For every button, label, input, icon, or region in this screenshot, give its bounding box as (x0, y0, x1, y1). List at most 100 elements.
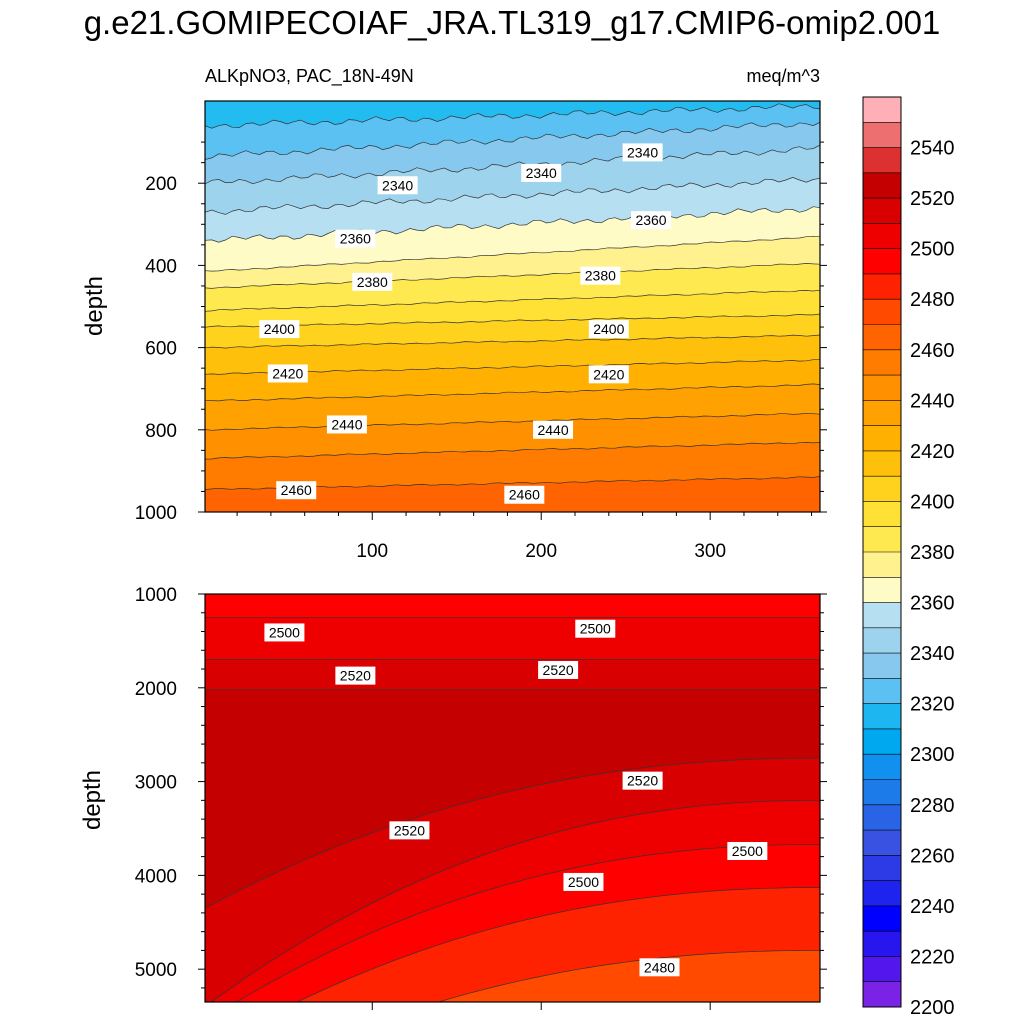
y-axis-title-bottom: depth (79, 770, 106, 830)
contour-label-text: 2520 (627, 773, 658, 789)
y-tick-label: 800 (145, 421, 177, 442)
contour-label-bottom-0: 2500 (264, 623, 305, 642)
colorbar-label: 2380 (910, 542, 955, 564)
colorbar-label: 2240 (910, 896, 955, 918)
contour-label-box (335, 229, 376, 248)
deep-fill-2475 (438, 950, 820, 1002)
contour-line-2390 (205, 289, 820, 312)
colorbar-bin (863, 223, 901, 250)
colorbar-bin (863, 754, 901, 780)
contour-label-box (389, 821, 430, 840)
colorbar-bin (863, 981, 901, 1008)
contour-label-bottom-4: 2520 (622, 771, 663, 790)
colorbar-bin (863, 476, 901, 502)
contour-label-top-14: 2460 (504, 485, 545, 504)
contour-label-top-3: 2360 (335, 229, 376, 248)
colorbar-bin (863, 147, 901, 174)
bottom-panel: 2500 2500 2520 2520 2520 2520 2500 2500 2480 1000… (79, 585, 827, 1010)
y-tick-label: 3000 (135, 773, 177, 794)
x-tick-label: 300 (694, 541, 726, 562)
contour-label-top-12: 2440 (533, 420, 574, 439)
contour-label-bottom-7: 2500 (727, 841, 768, 860)
top-panel: 2340 2340 2340 2360 2360 2380 2380 2400 2400 2420… (81, 100, 827, 562)
contour-label-text: 2420 (593, 366, 624, 382)
colorbar-bin (863, 880, 901, 907)
subtitle-right: meq/m^3 (747, 66, 820, 86)
contour-line-2370 (205, 235, 820, 272)
colorbar-bin (863, 324, 901, 351)
contour-label-box (622, 771, 663, 790)
colorbar-bin (863, 97, 901, 123)
contour-label-top-1: 2340 (521, 163, 562, 182)
contour-label-box (580, 266, 621, 285)
contour-label-text: 2520 (543, 662, 574, 678)
contour-label-bottom-2: 2520 (335, 666, 376, 685)
contour-label-top-9: 2420 (267, 364, 308, 383)
contour-label-top-11: 2440 (326, 415, 367, 434)
contour-line-2320 (205, 103, 820, 129)
colorbar-bin (863, 956, 901, 983)
contour-label-bottom-1: 2500 (575, 619, 616, 638)
y-tick-label: 4000 (135, 866, 177, 887)
colorbar-bin (863, 804, 901, 831)
contour-label-top-2: 2340 (622, 143, 663, 162)
contour-label-top-4: 2360 (631, 211, 672, 230)
contour-label-box (622, 143, 663, 162)
colorbar-label: 2460 (910, 340, 955, 362)
contour-label-text: 2400 (593, 321, 624, 337)
colorbar-bin (863, 779, 901, 806)
contour-label-box (276, 481, 317, 500)
contour-line-2400 (205, 313, 820, 328)
contour-label-text: 2480 (644, 959, 675, 975)
contour-label-top-7: 2400 (259, 320, 300, 339)
contour-label-box (639, 958, 680, 977)
contour-label-box (563, 872, 604, 891)
colorbar-label: 2320 (910, 694, 955, 716)
contour-label-top-13: 2460 (276, 481, 317, 500)
contour-label-text: 2500 (732, 843, 763, 859)
contour-label-box (259, 320, 300, 339)
contour-label-text: 2460 (281, 482, 312, 498)
colorbar-bin (863, 552, 901, 578)
deep-contour-2485 (296, 887, 820, 1002)
x-tick-label: 100 (356, 541, 388, 562)
bottom-frame (204, 593, 821, 1003)
colorbar-bin (863, 526, 901, 553)
colorbar-label: 2300 (910, 744, 955, 766)
contour-label-top-6: 2380 (580, 266, 621, 285)
colorbar-bin (863, 198, 901, 224)
colorbar-bin (863, 122, 901, 149)
y-axis-title-top: depth (81, 276, 108, 336)
contour-label-text: 2360 (340, 231, 371, 247)
contour-label-text: 2520 (394, 822, 425, 838)
colorbar-label: 2500 (910, 239, 955, 261)
contour-label-bottom-6: 2500 (563, 872, 604, 891)
colorbar-label: 2260 (910, 845, 955, 867)
colorbar-bin (863, 627, 901, 654)
colorbar-bin (863, 450, 901, 477)
contour-label-box (588, 320, 629, 339)
y-tick-label: 1000 (135, 503, 177, 524)
colorbar-label: 2520 (910, 188, 955, 210)
colorbar-label: 2440 (910, 390, 955, 412)
contour-label-text: 2440 (537, 422, 568, 438)
contour-line-2450 (205, 442, 820, 460)
colorbar-bin (863, 501, 901, 528)
colorbar-bin (863, 678, 901, 705)
colorbar-bin (863, 400, 901, 427)
y-tick-label: 1000 (135, 585, 177, 606)
contour-label-top-10: 2420 (588, 365, 629, 384)
contour-line-2430 (205, 383, 820, 402)
contour-label-box (326, 415, 367, 434)
contour-label-box (533, 420, 574, 439)
colorbar-label: 2200 (910, 997, 955, 1019)
chart-title: g.e21.GOMIPECOIAF_JRA.TL319_g17.CMIP6-om… (83, 4, 941, 41)
contour-label-box (264, 623, 305, 642)
contour-label-box (631, 211, 672, 230)
colorbar: 2540 2520 2500 2480 2460 2440 2420 2400 2380 2360… (862, 96, 955, 1019)
colorbar-bin (863, 602, 901, 629)
contour-label-top-0: 2340 (377, 176, 418, 195)
contour-line-2360 (205, 206, 820, 243)
colorbar-bin (863, 855, 901, 882)
contour-label-text: 2460 (509, 487, 540, 503)
